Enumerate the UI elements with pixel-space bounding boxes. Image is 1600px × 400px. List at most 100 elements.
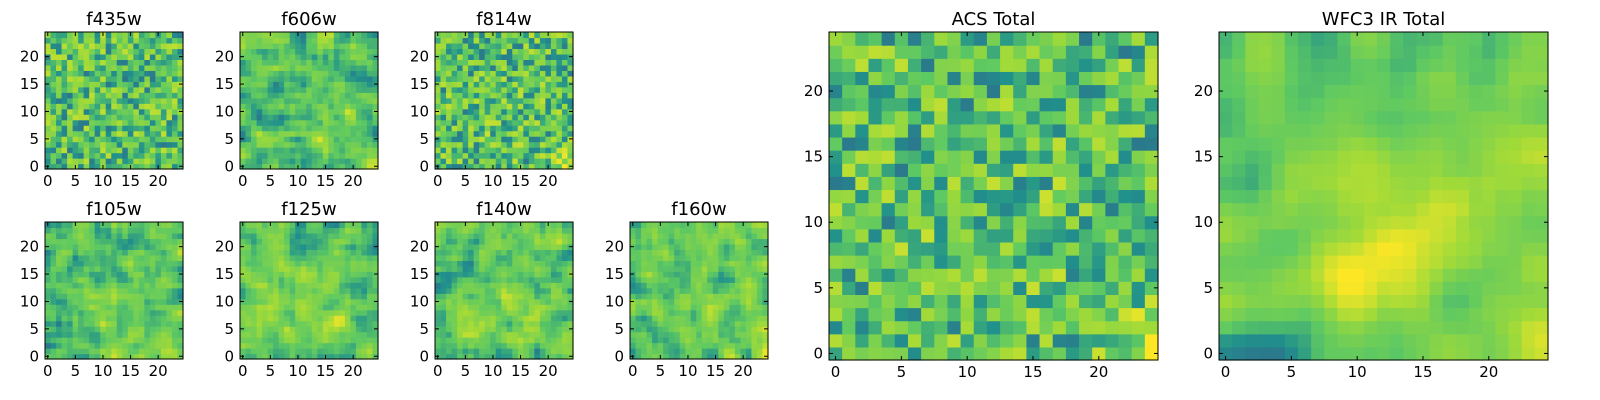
- heatmap-cell: [262, 260, 269, 267]
- heatmap-cell: [646, 249, 653, 256]
- heatmap-cell: [295, 326, 302, 333]
- heatmap-cell: [56, 304, 63, 311]
- heatmap-cell: [149, 136, 156, 143]
- heatmap-cell: [473, 81, 480, 88]
- heatmap-cell: [734, 309, 741, 316]
- heatmap-cell: [311, 260, 318, 267]
- heatmap-cell: [105, 254, 112, 261]
- heatmap-cell: [512, 48, 519, 55]
- heatmap-cell: [339, 97, 346, 104]
- heatmap-cell: [355, 249, 363, 256]
- heatmap-cell: [83, 227, 90, 234]
- heatmap-cell: [366, 271, 374, 278]
- heatmap-cell: [67, 59, 74, 66]
- heatmap-cell: [517, 59, 524, 66]
- heatmap-cell: [1092, 294, 1106, 309]
- heatmap-cell: [311, 293, 318, 300]
- heatmap-cell: [245, 287, 252, 294]
- heatmap-cell: [751, 293, 758, 300]
- heatmap-cell: [495, 271, 502, 278]
- heatmap-cell: [144, 342, 151, 349]
- heatmap-cell: [50, 64, 57, 71]
- heatmap-cell: [534, 276, 541, 283]
- heatmap-cell: [947, 150, 962, 164]
- heatmap-cell: [284, 37, 291, 44]
- heatmap-cell: [539, 260, 546, 267]
- heatmap-cell: [295, 304, 302, 311]
- heatmap-cell: [907, 346, 922, 361]
- heatmap-cell: [61, 337, 68, 344]
- heatmap-cell: [696, 298, 703, 305]
- heatmap-cell: [133, 114, 140, 121]
- heatmap-cell: [534, 227, 541, 234]
- heatmap-cell: [512, 97, 519, 104]
- heatmap-cell: [78, 265, 85, 272]
- heatmap-cell: [273, 32, 280, 39]
- heatmap-cell: [350, 276, 357, 283]
- heatmap-cell: [361, 53, 368, 60]
- heatmap-cell: [462, 108, 469, 115]
- heatmap-cell: [116, 103, 123, 110]
- heatmap-cell: [149, 309, 156, 316]
- heatmap-cell: [501, 158, 508, 165]
- heatmap-cell: [366, 249, 374, 256]
- heatmap-cell: [89, 59, 96, 66]
- heatmap-cell: [61, 147, 68, 154]
- heatmap-cell: [251, 103, 258, 110]
- heatmap-cell: [171, 64, 179, 71]
- heatmap-cell: [484, 337, 491, 344]
- heatmap-cell: [479, 293, 486, 300]
- heatmap-cell: [561, 249, 569, 256]
- heatmap-cell: [333, 130, 340, 137]
- heatmap-cell: [78, 48, 85, 55]
- heatmap-cell: [712, 315, 719, 322]
- heatmap-cell: [78, 276, 85, 283]
- heatmap-cell: [707, 337, 714, 344]
- heatmap-cell: [495, 320, 502, 327]
- heatmap-cell: [284, 81, 291, 88]
- heatmap-cell: [256, 163, 263, 170]
- heatmap-cell: [881, 294, 896, 309]
- heatmap-cell: [451, 309, 458, 316]
- heatmap-cell: [473, 32, 480, 39]
- heatmap-cell: [484, 298, 491, 305]
- heatmap-cell: [674, 271, 681, 278]
- heatmap-cell: [306, 304, 313, 311]
- heatmap-cell: [894, 228, 909, 243]
- heatmap-cell: [278, 92, 285, 99]
- heatmap-cell: [679, 232, 686, 240]
- heatmap-cell: [829, 176, 843, 191]
- heatmap-cell: [561, 348, 569, 355]
- heatmap-cell: [300, 108, 307, 115]
- heatmap-cell: [745, 238, 753, 245]
- heatmap-cell: [1026, 268, 1041, 282]
- heatmap-cell: [657, 326, 664, 333]
- heatmap-cell: [506, 119, 513, 126]
- heatmap-cell: [127, 92, 134, 99]
- heatmap-cell: [435, 86, 442, 93]
- heatmap-cell: [267, 243, 274, 250]
- heatmap-cell: [545, 265, 552, 272]
- heatmap-cell: [451, 32, 458, 39]
- heatmap-cell: [245, 32, 252, 39]
- heatmap-cell: [284, 141, 291, 148]
- heatmap-cell: [240, 282, 247, 289]
- heatmap-cell: [635, 304, 642, 311]
- heatmap-cell: [50, 238, 57, 245]
- heatmap-cell: [322, 119, 329, 126]
- heatmap-cell: [506, 243, 513, 250]
- heatmap-cell: [240, 287, 247, 294]
- heatmap-cell: [556, 232, 563, 240]
- heatmap-cell: [545, 75, 552, 82]
- heatmap-cell: [663, 276, 670, 283]
- heatmap-cell: [550, 243, 558, 250]
- heatmap-cell: [501, 53, 508, 60]
- heatmap-cell: [72, 141, 79, 148]
- heatmap-cell: [361, 298, 368, 305]
- heatmap-cell: [1118, 320, 1133, 335]
- heatmap-cell: [440, 158, 447, 165]
- heatmap-cell: [94, 92, 101, 99]
- heatmap-cell: [278, 320, 285, 327]
- heatmap-cell: [539, 119, 546, 126]
- heatmap-cell: [284, 309, 291, 316]
